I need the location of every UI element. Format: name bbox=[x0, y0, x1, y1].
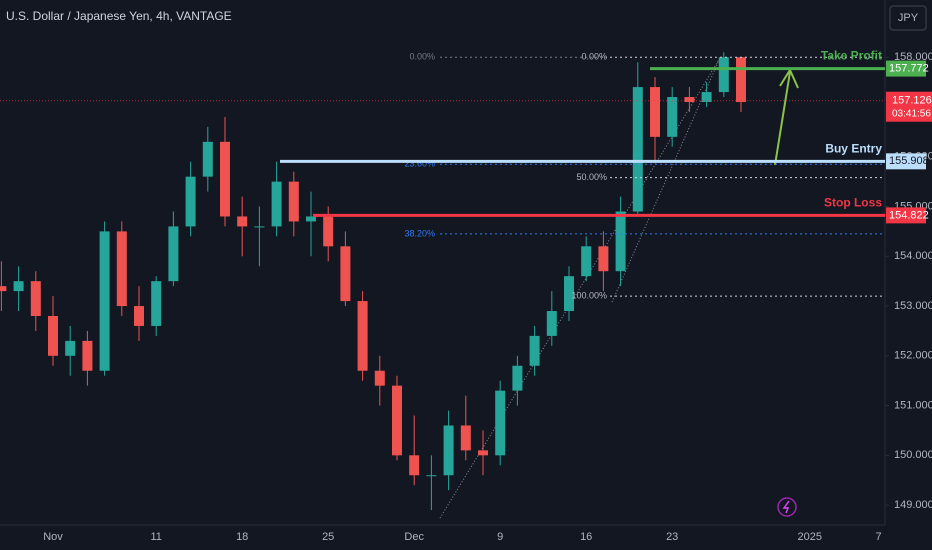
candle-body bbox=[478, 450, 488, 456]
candle-body bbox=[667, 97, 678, 137]
candle-body bbox=[374, 370, 385, 386]
candle-body bbox=[546, 311, 557, 336]
candle-body bbox=[306, 216, 316, 222]
candle-body bbox=[13, 281, 24, 292]
candle-body bbox=[701, 92, 712, 103]
level-value-box bbox=[886, 207, 926, 224]
candle-body bbox=[718, 57, 729, 93]
candle-body bbox=[288, 181, 299, 222]
event-icon-bolt bbox=[782, 500, 790, 514]
candle-body bbox=[443, 425, 454, 476]
candle-body bbox=[82, 340, 93, 371]
level-label: Stop Loss bbox=[824, 196, 882, 210]
candle-body bbox=[151, 281, 162, 326]
y-tick-label: 151.000 bbox=[894, 399, 932, 411]
x-tick-label: Dec bbox=[404, 531, 424, 543]
x-tick-label: 18 bbox=[236, 531, 248, 543]
y-tick-label: 158.000 bbox=[894, 51, 932, 63]
fib-label: 0.00% bbox=[581, 52, 607, 62]
y-tick-label: 153.000 bbox=[894, 300, 932, 312]
level-value: 154.822 bbox=[889, 209, 929, 221]
current-price-box bbox=[886, 91, 932, 122]
x-tick-label: 11 bbox=[150, 531, 161, 543]
candle-body bbox=[615, 211, 626, 272]
candle-body bbox=[581, 246, 592, 277]
candle-body bbox=[202, 141, 213, 177]
candle-body bbox=[30, 281, 41, 316]
candle-body bbox=[392, 385, 402, 456]
level-value: 155.908 bbox=[889, 155, 929, 167]
y-tick-label: 152.000 bbox=[894, 350, 932, 362]
fib-label: 0.00% bbox=[409, 52, 435, 62]
x-tick-label: 23 bbox=[666, 531, 678, 543]
candle-body bbox=[340, 246, 351, 302]
x-tick-label: 9 bbox=[497, 531, 503, 543]
candle-body bbox=[357, 301, 368, 371]
level-value-box bbox=[886, 60, 926, 77]
candle-body bbox=[632, 87, 643, 212]
candle-body bbox=[168, 226, 179, 282]
fib-label: 23.60% bbox=[404, 159, 435, 169]
candle-body bbox=[323, 216, 334, 247]
candle-body bbox=[254, 226, 265, 228]
level-label: Buy Entry bbox=[825, 142, 882, 156]
current-price-label: 157.126 bbox=[892, 95, 932, 107]
candle-body bbox=[134, 306, 144, 326]
candle-body bbox=[529, 335, 540, 366]
candle-body bbox=[271, 181, 282, 227]
candle-body bbox=[185, 176, 196, 227]
level-label: Take Profit bbox=[821, 49, 882, 63]
chart-title: U.S. Dollar / Japanese Yen, 4h, VANTAGE bbox=[6, 9, 232, 23]
candle-body bbox=[237, 216, 248, 227]
fib-label: 100.00% bbox=[571, 290, 607, 300]
y-tick-label: 154.000 bbox=[894, 250, 932, 262]
fib-label: 50.00% bbox=[576, 172, 607, 182]
candle-body bbox=[564, 276, 574, 312]
level-value-box bbox=[886, 153, 926, 170]
currency-button[interactable] bbox=[889, 5, 927, 31]
y-tick-label: 149.000 bbox=[894, 499, 932, 511]
y-tick-label: 150.000 bbox=[894, 449, 932, 461]
candle-body bbox=[409, 455, 420, 476]
candle-body bbox=[495, 390, 506, 456]
candle-body bbox=[65, 340, 76, 356]
candle-body bbox=[220, 141, 230, 217]
x-tick-label: 2025 bbox=[798, 531, 822, 543]
candle-body bbox=[512, 365, 523, 391]
event-icon[interactable] bbox=[777, 497, 797, 517]
candle-body bbox=[426, 475, 437, 477]
candle-body bbox=[598, 246, 609, 272]
candle-body bbox=[116, 231, 127, 307]
x-tick-label: 7 bbox=[876, 531, 882, 543]
candle-body bbox=[0, 286, 7, 292]
countdown-label: 03:41:56 bbox=[892, 108, 931, 119]
x-tick-label: 16 bbox=[580, 531, 592, 543]
currency-label[interactable]: JPY bbox=[898, 12, 919, 24]
fib-label: 38.20% bbox=[404, 228, 435, 238]
candle-body bbox=[650, 87, 660, 137]
level-value: 157.772 bbox=[889, 62, 929, 74]
candle-body bbox=[460, 425, 471, 451]
candle-body bbox=[684, 97, 695, 103]
candle-body bbox=[99, 231, 110, 371]
candle-body bbox=[48, 315, 58, 356]
candle-body bbox=[736, 57, 746, 103]
x-tick-label: Nov bbox=[43, 531, 63, 543]
x-tick-label: 25 bbox=[322, 531, 334, 543]
